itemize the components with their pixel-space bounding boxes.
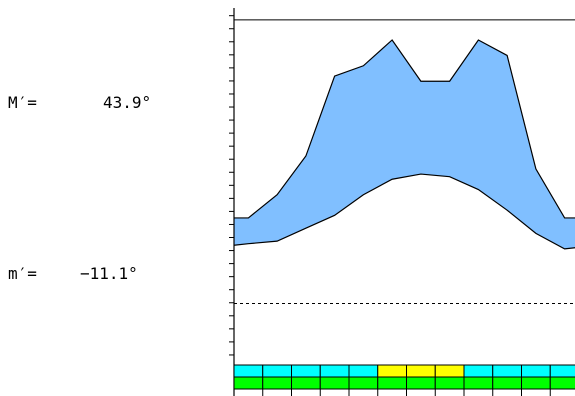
- min-temp-value: −11.1°: [80, 264, 138, 283]
- month-cell: [434, 364, 465, 378]
- month-cell: [406, 376, 436, 390]
- month-cell: [319, 364, 350, 378]
- month-cell: [233, 364, 264, 378]
- month-cell: [434, 376, 465, 390]
- month-cell: [463, 376, 494, 390]
- max-temp-value: 43.9°: [103, 93, 152, 112]
- month-cell: [549, 376, 575, 390]
- month-cell: [492, 364, 522, 378]
- month-cell: [233, 376, 264, 390]
- month-cell: [492, 376, 522, 390]
- min-temp-line: [233, 173, 575, 250]
- month-cell: [291, 364, 321, 378]
- month-cell: [262, 376, 292, 390]
- month-cell: [348, 364, 379, 378]
- month-cell: [549, 364, 575, 378]
- month-cell: [463, 364, 494, 378]
- temperature-band: [234, 39, 575, 249]
- month-cell: [377, 364, 407, 378]
- month-cell: [291, 376, 321, 390]
- month-cell: [521, 364, 551, 378]
- max-temp-label: M′=: [8, 93, 37, 112]
- month-cell: [319, 376, 350, 390]
- month-cell: [262, 364, 292, 378]
- month-cell: [521, 376, 551, 390]
- month-cell: [406, 364, 436, 378]
- month-cell: [377, 376, 407, 390]
- max-temp-line: [234, 39, 575, 219]
- month-cell: [348, 376, 379, 390]
- min-temp-label: m′=: [8, 264, 37, 283]
